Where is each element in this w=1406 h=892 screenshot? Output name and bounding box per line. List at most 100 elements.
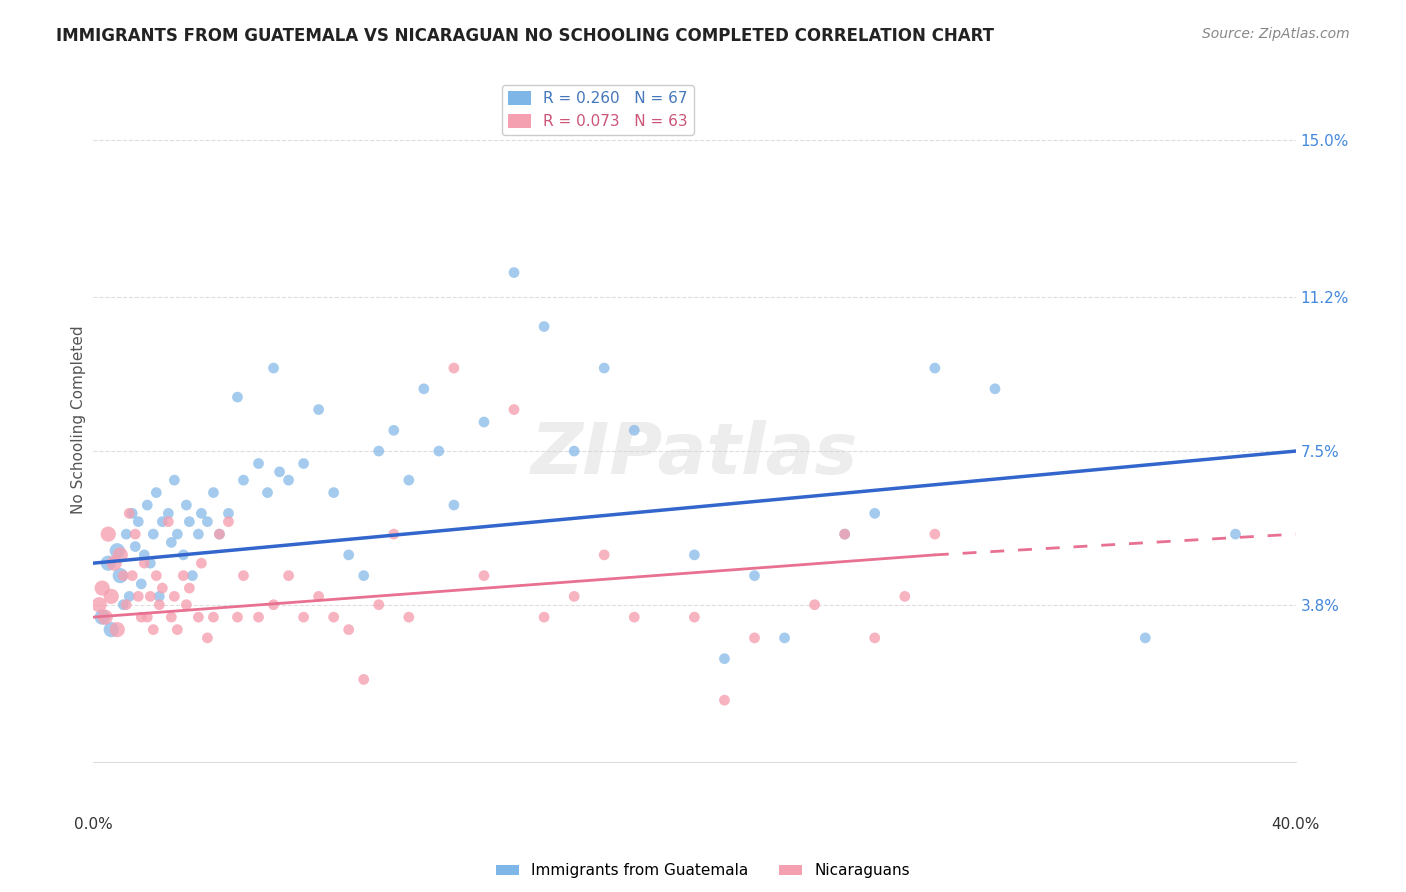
Point: [187, 527, 209, 541]
Text: 0.0%: 0.0%: [73, 817, 112, 832]
Point: [145, 485, 167, 500]
Point: [472, 415, 495, 429]
Point: [145, 568, 167, 582]
Point: [172, 568, 194, 582]
Point: [190, 556, 212, 570]
Point: [744, 568, 766, 582]
Point: [263, 361, 285, 376]
Point: [277, 473, 299, 487]
Point: [134, 556, 156, 570]
Point: [160, 535, 183, 549]
Point: [139, 590, 162, 604]
Point: [129, 610, 152, 624]
Point: [292, 610, 315, 624]
Point: [269, 465, 291, 479]
Point: [176, 598, 198, 612]
Point: [834, 527, 856, 541]
Point: [217, 507, 239, 521]
Point: [412, 382, 434, 396]
Point: [337, 548, 360, 562]
Point: [924, 361, 946, 376]
Point: [118, 590, 141, 604]
Point: [367, 444, 389, 458]
Point: [308, 402, 330, 417]
Point: [91, 581, 114, 595]
Point: [337, 623, 360, 637]
Point: [713, 693, 735, 707]
Point: [322, 485, 344, 500]
Point: [533, 319, 555, 334]
Point: [129, 577, 152, 591]
Point: [217, 515, 239, 529]
Point: [190, 507, 212, 521]
Point: [353, 568, 375, 582]
Point: [142, 623, 165, 637]
Point: [142, 527, 165, 541]
Point: [157, 507, 180, 521]
Point: [187, 610, 209, 624]
Point: [163, 473, 186, 487]
Point: [232, 568, 254, 582]
Point: [713, 651, 735, 665]
Point: [176, 498, 198, 512]
Point: [100, 623, 122, 637]
Point: [124, 527, 146, 541]
Point: [398, 473, 420, 487]
Point: [803, 598, 825, 612]
Point: [97, 527, 120, 541]
Point: [277, 568, 299, 582]
Point: [103, 556, 125, 570]
Text: Source: ZipAtlas.com: Source: ZipAtlas.com: [1202, 27, 1350, 41]
Point: [110, 548, 132, 562]
Point: [773, 631, 796, 645]
Point: [105, 623, 128, 637]
Point: [105, 543, 128, 558]
Point: [157, 515, 180, 529]
Point: [134, 548, 156, 562]
Point: [503, 266, 526, 280]
Point: [127, 590, 149, 604]
Point: [1135, 631, 1157, 645]
Point: [834, 527, 856, 541]
Point: [263, 598, 285, 612]
Point: [179, 515, 201, 529]
Point: [202, 485, 225, 500]
Point: [593, 548, 616, 562]
Point: [112, 568, 135, 582]
Point: [562, 590, 585, 604]
Point: [179, 581, 201, 595]
Point: [197, 631, 219, 645]
Point: [593, 361, 616, 376]
Point: [150, 515, 173, 529]
Point: [127, 515, 149, 529]
Point: [100, 590, 122, 604]
Point: [94, 610, 117, 624]
Legend: Immigrants from Guatemala, Nicaraguans: Immigrants from Guatemala, Nicaraguans: [491, 857, 915, 884]
Point: [353, 673, 375, 687]
Point: [562, 444, 585, 458]
Point: [112, 598, 135, 612]
Text: ZIPatlas: ZIPatlas: [530, 420, 858, 489]
Point: [139, 556, 162, 570]
Point: [181, 568, 204, 582]
Point: [208, 527, 231, 541]
Point: [683, 610, 706, 624]
Point: [136, 610, 159, 624]
Legend: R = 0.260   N = 67, R = 0.073   N = 63: R = 0.260 N = 67, R = 0.073 N = 63: [502, 85, 695, 135]
Point: [623, 610, 645, 624]
Point: [115, 598, 138, 612]
Point: [863, 631, 886, 645]
Point: [308, 590, 330, 604]
Point: [894, 590, 917, 604]
Point: [197, 515, 219, 529]
Point: [382, 527, 405, 541]
Point: [121, 507, 143, 521]
Point: [124, 540, 146, 554]
Point: [533, 610, 555, 624]
Point: [322, 610, 344, 624]
Point: [202, 610, 225, 624]
Y-axis label: No Schooling Completed: No Schooling Completed: [72, 326, 86, 515]
Point: [121, 568, 143, 582]
Point: [443, 361, 465, 376]
Point: [226, 390, 249, 404]
